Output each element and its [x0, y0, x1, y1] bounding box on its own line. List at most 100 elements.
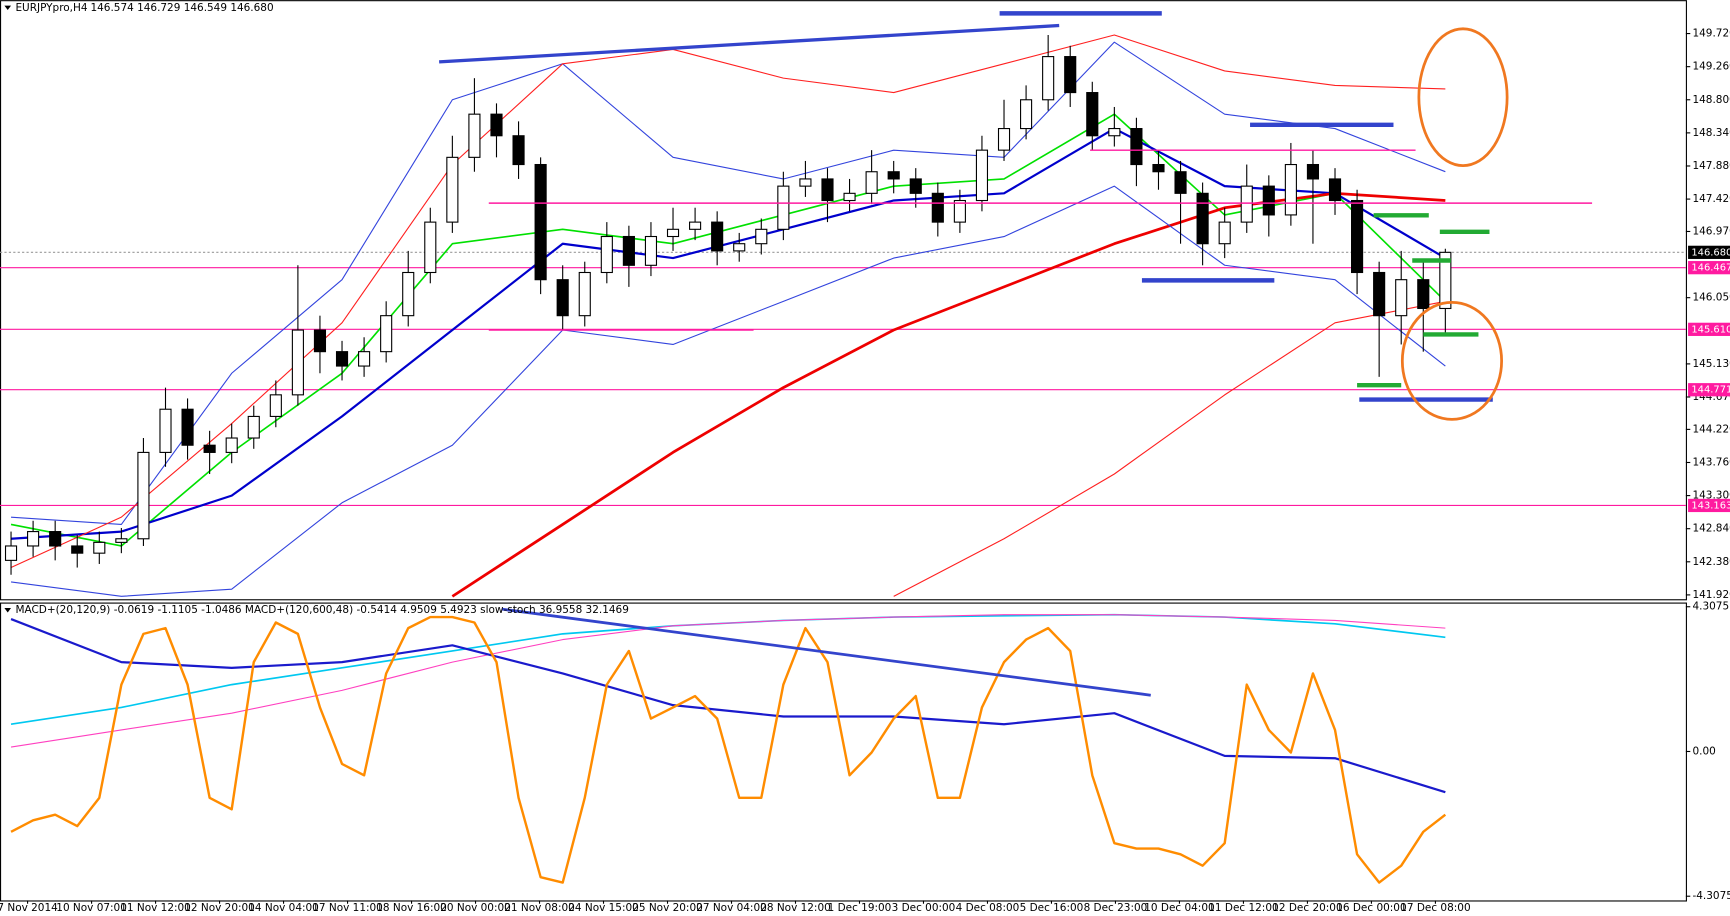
ohlc-text: 146.574 146.729 146.549 146.680 — [90, 2, 273, 14]
candle-body — [1196, 192, 1209, 245]
candle-body — [733, 243, 746, 252]
level-tag-label: 143.163 — [1691, 500, 1730, 511]
x-tick-label: 10 Nov 07:00 — [56, 902, 127, 914]
menu-arrow — [4, 608, 12, 613]
y-tick-label: 147.420 — [1692, 193, 1730, 205]
x-tick-label: 5 Dec 16:00 — [1020, 902, 1084, 914]
level-tag-label: 146.467 — [1691, 263, 1730, 274]
candle-body — [27, 531, 40, 547]
x-tick-label: 17 Nov 11:00 — [312, 902, 383, 914]
candle-body — [666, 228, 680, 238]
plot-layer: 149.720 149.260 148.800 148.340 147.880 147.4… — [0, 28, 1730, 914]
candle-body — [1174, 171, 1187, 194]
indicator-line — [451, 191, 1446, 598]
x-tick-label: 12 Nov 20:00 — [184, 902, 255, 914]
level-tag — [1688, 498, 1730, 513]
candle-body — [159, 408, 172, 453]
candle-body — [446, 156, 459, 223]
candle-body — [1020, 99, 1033, 130]
x-tick-label: 17 Dec 08:00 — [1400, 902, 1470, 914]
candle-body — [534, 163, 547, 281]
y-tick-label: 147.880 — [1692, 160, 1730, 172]
candle-body — [1108, 128, 1121, 137]
candle-body — [843, 192, 856, 202]
x-tick-label: 3 Dec 00:00 — [892, 902, 956, 914]
x-tick-label: 20 Nov 00:00 — [440, 902, 511, 914]
x-tick-label: 4 Dec 08:00 — [956, 902, 1020, 914]
x-tick-label: 11 Nov 12:00 — [120, 902, 191, 914]
menu-arrow — [4, 5, 12, 11]
candle-body — [556, 279, 569, 317]
level-tag-label: 144.771 — [1691, 385, 1730, 396]
price-pane — [0, 0, 1687, 601]
candle-body — [71, 545, 84, 554]
level-tag — [1688, 383, 1730, 397]
indicator-line — [10, 615, 1447, 884]
candle-body — [644, 235, 658, 266]
candle-body — [887, 171, 900, 180]
candle-body — [689, 221, 702, 230]
level-tag — [1688, 322, 1730, 336]
level-tag — [1688, 261, 1730, 275]
y-tick-label: 146.050 — [1692, 292, 1730, 304]
candle-body — [799, 178, 812, 187]
candle-body — [269, 394, 282, 417]
candle-body — [1086, 92, 1099, 137]
last-price-tag — [1688, 245, 1730, 259]
y-tick-label: 145.130 — [1692, 358, 1730, 370]
candle-body — [1042, 56, 1055, 101]
candle-body — [380, 315, 393, 353]
candle-body — [909, 178, 922, 194]
y-tick-label: 143.760 — [1692, 456, 1730, 468]
x-tick-label: 8 Dec 23:00 — [1084, 902, 1148, 914]
candle-body — [1152, 163, 1165, 173]
y-tick-label: 0.00 — [1692, 745, 1715, 757]
y-tick-label: 149.260 — [1692, 61, 1730, 73]
candle-body — [1130, 128, 1143, 166]
candle-body — [313, 329, 327, 353]
x-tick-label: 25 Nov 20:00 — [632, 902, 703, 914]
x-tick-label: 12 Dec 20:00 — [1272, 902, 1342, 914]
highlight-ellipse — [1400, 301, 1503, 421]
candle-body — [358, 351, 371, 367]
candle-body — [1351, 199, 1364, 274]
candle-body — [600, 235, 613, 274]
candle-body — [1064, 56, 1077, 94]
candle-body — [622, 235, 635, 266]
y-tick-label: 4.3075 — [1692, 601, 1729, 613]
y-tick-label: -4.3075 — [1692, 890, 1730, 902]
x-tick-label: 7 Nov 2014 — [0, 902, 58, 914]
y-tick-label: 144.220 — [1692, 423, 1730, 435]
candle-body — [777, 185, 790, 230]
y-tick-label: 142.840 — [1692, 523, 1730, 535]
candle-body — [1240, 185, 1253, 223]
indicator-line — [10, 41, 1446, 525]
candle-body — [821, 178, 834, 202]
candle-body — [1262, 185, 1275, 216]
candle-body — [997, 128, 1011, 151]
candle-body — [115, 538, 128, 543]
candle-body — [1395, 279, 1408, 317]
candle-body — [291, 329, 304, 396]
candle-body — [402, 271, 415, 317]
candle-body — [953, 199, 966, 223]
y-tick-label: 146.970 — [1692, 225, 1730, 237]
indicator-line — [893, 300, 1446, 597]
x-tick-label: 21 Nov 08:00 — [504, 902, 575, 914]
x-tick-label: 16 Dec 00:00 — [1336, 902, 1406, 914]
y-tick-label: 149.720 — [1692, 28, 1730, 40]
candle-body — [93, 541, 106, 554]
x-tick-label: 14 Nov 04:00 — [248, 902, 319, 914]
candle-body — [181, 408, 194, 446]
candle-body — [1328, 178, 1342, 202]
indicator-line — [10, 614, 1446, 748]
y-tick-label: 143.300 — [1692, 490, 1730, 502]
candle-body — [335, 351, 349, 367]
indicator-line — [10, 185, 1446, 597]
candle-body — [512, 135, 525, 166]
y-tick-label: 142.380 — [1692, 556, 1730, 568]
candle-body — [1306, 163, 1320, 180]
y-tick-label: 141.920 — [1692, 589, 1730, 601]
y-tick-label: 148.340 — [1692, 127, 1730, 139]
